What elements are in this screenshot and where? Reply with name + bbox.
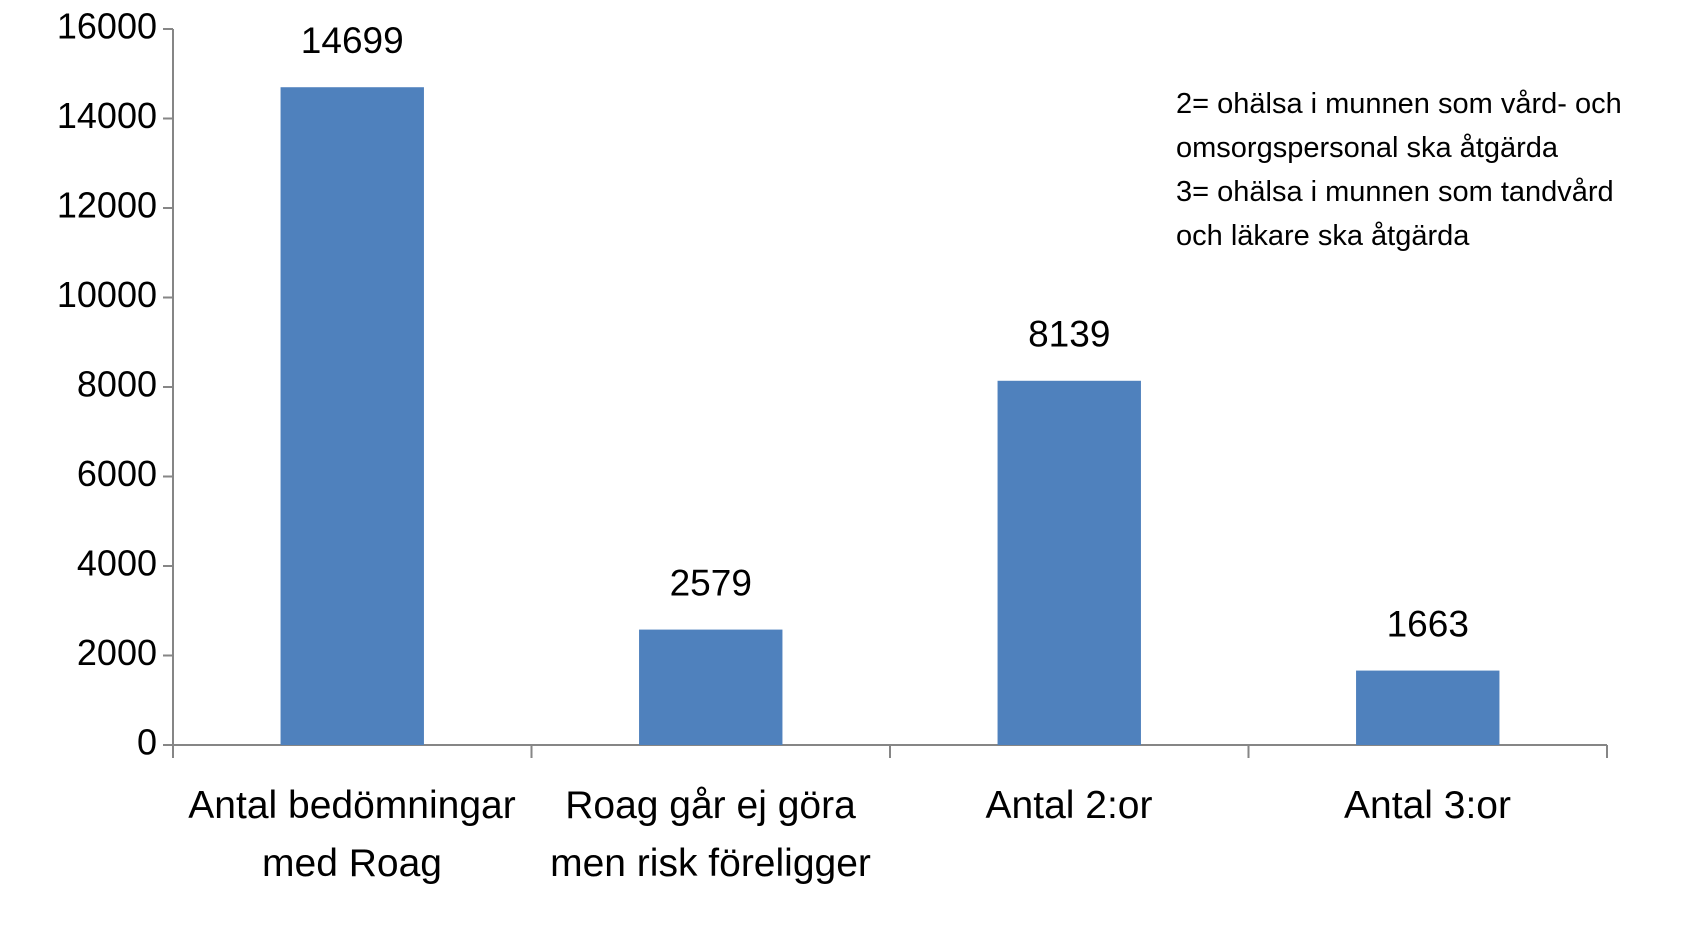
x-tick-label: Antal bedömningar med Roag [188,784,516,885]
annotation-line: omsorgspersonal ska åtgärda [1176,132,1559,164]
y-tick-label: 2000 [77,632,157,673]
x-tick-label: Antal 3:or [1344,784,1511,827]
x-tick-label: Roag går ej göra men risk föreligger [550,784,871,885]
annotation-line: och läkare ska åtgärda [1176,220,1470,252]
annotation-line: 3= ohälsa i munnen som tandvård [1176,176,1614,208]
value-label: 1663 [1387,603,1469,644]
bar [1356,670,1500,745]
y-tick-label: 0 [137,722,157,763]
bar [280,87,424,746]
y-tick-label: 12000 [57,185,157,226]
bar [639,629,783,745]
annotation-line: 2= ohälsa i munnen som vård- och [1176,88,1622,120]
y-tick-label: 4000 [77,543,157,584]
value-label: 2579 [670,562,752,603]
value-label: 8139 [1028,314,1110,355]
y-tick-label: 8000 [77,364,157,405]
value-label: 14699 [301,20,404,61]
annotation: 2= ohälsa i munnen som vård- och omsorgsp… [1176,82,1622,258]
y-tick-label: 16000 [57,6,157,47]
x-tick-label: Antal 2:or [985,784,1153,827]
y-tick-label: 14000 [57,95,157,136]
y-tick-label: 10000 [57,274,157,315]
y-tick-label: 6000 [77,453,157,494]
bar [997,380,1141,745]
